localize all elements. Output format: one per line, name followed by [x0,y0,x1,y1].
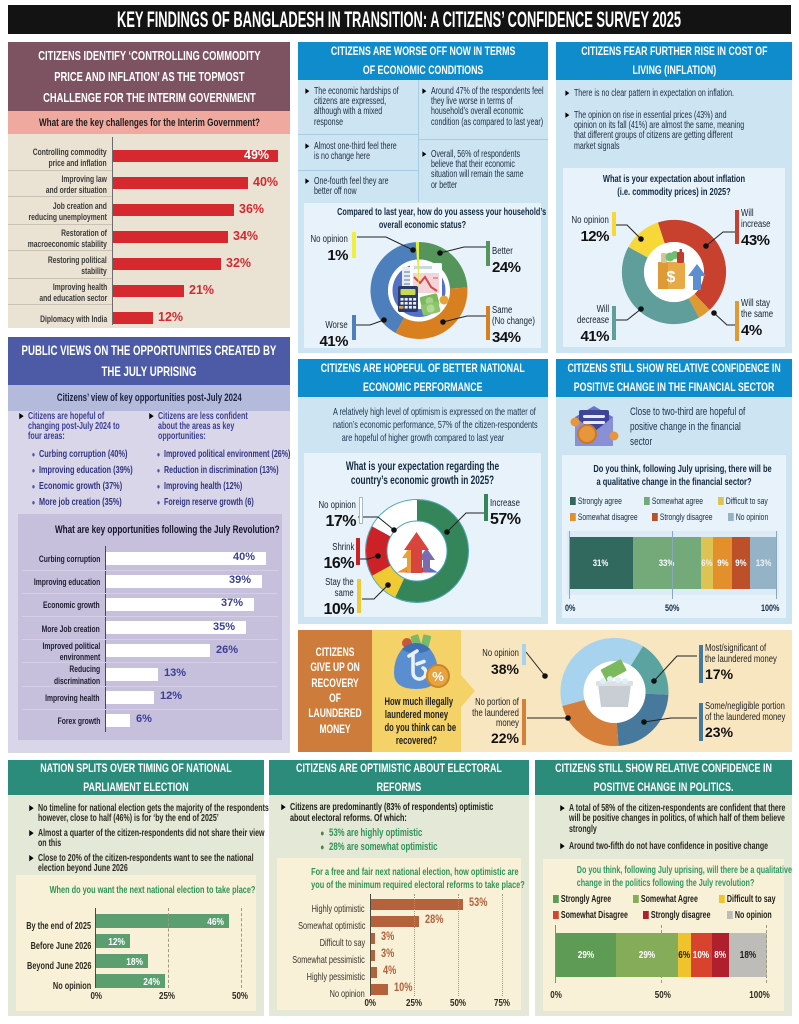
svg-text:$: $ [667,269,676,286]
svg-text:%: % [432,669,444,684]
